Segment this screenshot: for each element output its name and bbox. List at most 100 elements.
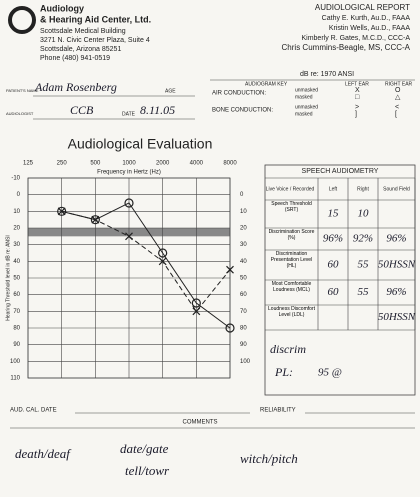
right-ear-point [124,198,134,208]
y-tick-label: 100 [10,359,21,365]
note: 95 @ [318,367,342,379]
y-tick-label: 100 [240,359,251,365]
clinic: & Hearing Aid Center, Ltd. [40,14,151,24]
note: PL: [274,365,293,379]
left-ear-point [91,215,100,224]
key-row: unmasked [295,87,318,93]
left-ear-point [192,307,201,316]
column-header: Right [357,186,369,192]
y-tick-label: 20 [240,226,247,232]
y-tick-label: 20 [13,226,20,232]
cal-label: AUD. CAL. DATE [10,408,57,414]
key-symbol: [ [395,111,397,118]
y-tick-label: -10 [11,176,20,182]
key-symbol: O [395,87,401,94]
left-ear-point [158,257,167,266]
left-ear-point [226,265,234,274]
row-label: Discrimination Presentation Level (HL) [270,251,313,269]
audiogram-title: Audiological Evaluation [68,136,213,152]
cell-value: 50HSSN [378,259,416,271]
y-tick-label: 0 [17,192,21,198]
cell-value: 92% [353,233,373,245]
y-axis-title: Hearing Threshold level in dB re: ANSI [5,235,11,321]
x-tick-label: 500 [90,161,101,167]
y-tick-label: 30 [13,242,20,248]
column-header: Sound Field [383,186,410,192]
staff: Chris Cummins-Beagle, MS, CCC-A [282,43,411,52]
column-header: Left [329,186,338,192]
logo [8,6,36,34]
y-tick-label: 40 [240,259,247,265]
key-symbol: X [355,87,360,94]
right-ear-point [225,323,235,333]
cell-value: 60 [328,286,340,298]
x-tick-label: 8000 [223,161,237,167]
cell-value: 60 [328,259,340,271]
y-tick-label: 10 [240,209,247,215]
address: Scottsdale, Arizona 85251 [40,46,121,53]
cell-value: 55 [358,286,370,298]
x-tick-label: 2000 [156,161,170,167]
y-tick-label: 60 [240,292,247,298]
row-label-box: Discrimination Presentation Level (HL) [270,251,313,269]
cell-value: 55 [358,259,370,271]
cell-value: 50HSSN [378,311,416,323]
y-tick-label: 70 [240,309,247,315]
x-tick-label: 1000 [122,161,136,167]
y-tick-label: 40 [13,259,20,265]
staff: Kristin Wells, Au.D., FAAA [329,25,411,32]
left-ear-point [125,232,133,241]
standard: dB re: 1970 ANSI [300,71,354,78]
comment: tell/towr [125,463,170,478]
speech-title: SPEECH AUDIOMETRY [302,168,379,175]
row-label-box: Discrimination Score (%) [268,229,315,241]
right-ear-point [191,298,201,308]
cell-value: 96% [386,286,406,298]
date: 8.11.05 [140,103,175,117]
key-symbol: > [355,104,359,111]
x-axis-title: Frequency in Hertz (Hz) [97,170,161,176]
row-label-box: Speech Threshold (SRT) [271,201,312,213]
comment: witch/pitch [240,451,298,466]
audiologist: CCB [70,103,94,117]
key-symbol: < [395,104,399,111]
x-tick-label: 125 [23,161,34,167]
address: Scottsdale Medical Building [40,28,126,35]
cell-value: 96% [386,233,406,245]
staff: Kimberly R. Gates, M.C.D., CCC-A [301,35,410,42]
comments-label: COMMENTS [183,420,218,426]
y-tick-label: 110 [10,376,20,382]
comment: date/gate [120,441,169,456]
key-row: masked [295,111,313,117]
y-tick-label: 60 [13,292,20,298]
right-ear-point [90,215,100,225]
y-tick-label: 0 [240,192,244,198]
key-title: AUDIOGRAM KEY [245,81,288,87]
key-row: BONE CONDUCTION: [212,108,273,114]
key-row: masked [295,94,313,100]
y-tick-label: 80 [240,326,247,332]
reliability-label: RELIABILITY [260,408,296,414]
key-head: RIGHT EAR [385,81,413,87]
key-row: AIR CONDUCTION: [212,91,266,97]
key-symbol: △ [395,94,401,101]
row-label: Discrimination Score (%) [268,229,315,241]
y-tick-label: 30 [240,242,247,248]
comment: death/deaf [15,446,72,461]
field-label: AGE [165,88,176,94]
y-tick-label: 50 [240,276,247,282]
cell-value: 10 [358,208,370,220]
x-tick-label: 250 [57,161,68,167]
y-tick-label: 10 [13,209,20,215]
address: 3271 N. Civic Center Plaza, Suite 4 [40,37,150,44]
x-tick-label: 4000 [190,161,204,167]
right-ear-point [57,206,67,216]
ear-line [61,210,231,313]
report-title: AUDIOLOGICAL REPORT [315,3,410,12]
key-row: unmasked [295,104,318,110]
speech-mode: Live Voice / Recorded [266,186,315,192]
cell-value: 96% [323,233,343,245]
staff: Cathy E. Kurth, Au.D., FAAA [322,15,411,22]
field-label: DATE [122,111,136,117]
